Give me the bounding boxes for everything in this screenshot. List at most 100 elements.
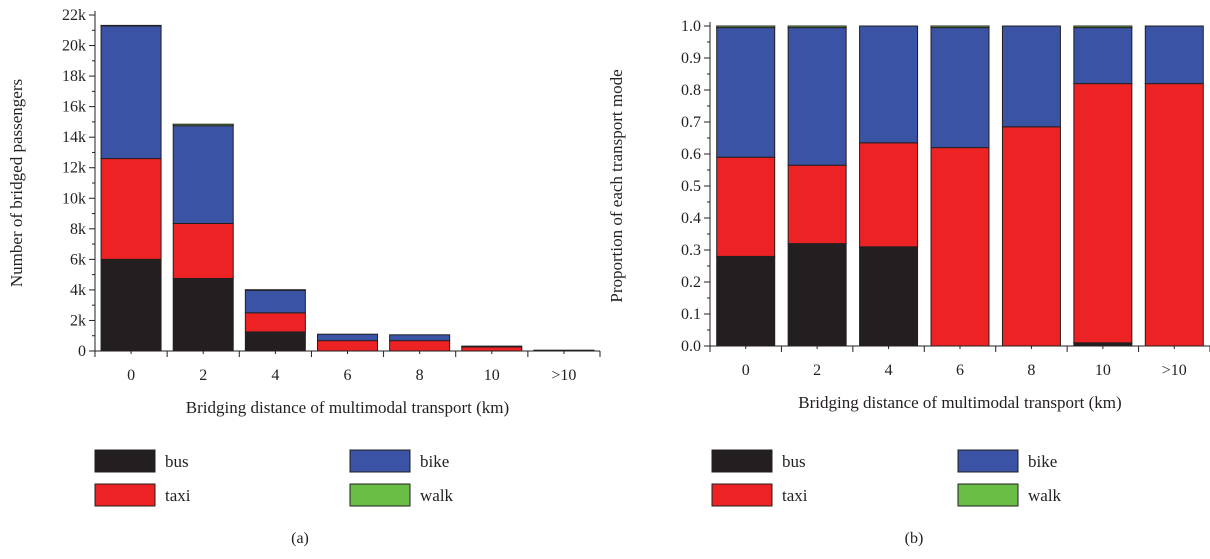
panel-a-x-tick-label: 2 (199, 367, 207, 384)
panel-b-legend-label-walk: walk (1028, 486, 1062, 505)
panel-a-bar-bike-0 (100, 25, 162, 160)
panel-b-x-tick-label: 4 (885, 362, 893, 379)
panel-b-y-tick-label: 0.6 (681, 146, 701, 163)
panel-a-legend-swatch-bus (94, 449, 156, 473)
panel-b-y-tick-label: 0.8 (681, 82, 701, 99)
panel-a-legend-swatch-taxi (94, 483, 156, 507)
panel-b-bar-bus-2 (859, 246, 919, 347)
panel-a-legend-swatch-walk (349, 483, 411, 507)
panel-b-y-tick-label: 0.1 (681, 306, 701, 323)
panel-b-legend: bus bike taxi walk (711, 449, 1062, 507)
panel-b-bar-walk-5 (1073, 25, 1133, 29)
panel-b-y-tick-label: 0.5 (681, 178, 701, 195)
panel-a-y-tick-label: 22k (62, 7, 86, 24)
panel-a-bar-taxi-0 (100, 158, 162, 260)
panel-a-x-tick-label: 4 (271, 367, 279, 384)
panel-a-legend-swatch-bike (349, 449, 411, 473)
panel-a-x-tick-label: >10 (551, 367, 576, 384)
panel-b-bar-bus-0 (716, 255, 776, 347)
panel-b-bar-bike-1 (787, 27, 847, 166)
panel-a-y-tick-label: 8k (70, 221, 86, 238)
panel-a-legend: bus bike taxi walk (94, 449, 454, 507)
panel-a-y-axis-title: Number of bridged passengers (7, 79, 26, 287)
panel-b-y-tick-label: 1.0 (681, 18, 701, 35)
panel-b-legend-swatch-bike (957, 449, 1019, 473)
panel-a-bar-bike-1 (172, 125, 234, 224)
panel-b-legend-swatch-bus (711, 449, 773, 473)
panel-b-bar-taxi-5 (1073, 83, 1133, 344)
panel-a-bar-bus-1 (172, 277, 234, 352)
panel-b-bar-taxi-3 (930, 147, 990, 347)
panel-a-x-tick-label: 10 (484, 367, 500, 384)
panel-b-bar-walk-0 (716, 25, 776, 29)
panel-a-bar-taxi-1 (172, 222, 234, 279)
panel-b-legend-label-bus: bus (782, 452, 806, 471)
panel-a-bar-bike-3 (317, 333, 378, 342)
panel-a-bar-bike-5 (461, 345, 523, 348)
panel-b-x-tick-label: 0 (742, 362, 750, 379)
panel-a-y-tick-label: 0 (78, 343, 86, 360)
panel-b-bar-bike-6 (1144, 25, 1204, 85)
panel-b-legend-swatch-taxi (711, 483, 773, 507)
panel-a-bar-walk-0 (100, 24, 162, 27)
panel-a-chart: 0 2k 4k 6k 8k 10k 12k 14k 16k 18k 20k 22k 0 2 4 6 8 10 >10… (7, 7, 601, 417)
panel-a-y-tick-label: 4k (70, 282, 86, 299)
panel-b-y-tick-label: 0.2 (681, 274, 701, 291)
panel-a-y-tick-label: 14k (62, 129, 86, 146)
panel-b-y-tick-label: 0.3 (681, 242, 701, 259)
panel-b-legend-label-taxi: taxi (782, 486, 808, 505)
panel-a-bar-bus-0 (100, 258, 162, 352)
panel-a-y-tick-label: 6k (70, 251, 86, 268)
panel-b-y-tick-label: 0.4 (681, 210, 701, 227)
panel-a-legend-label-walk: walk (420, 486, 454, 505)
panel-b-bar-bus-1 (787, 243, 847, 347)
panel-a-bar-walk-1 (172, 123, 234, 127)
panel-b-bar-taxi-2 (859, 142, 919, 248)
panel-b-bar-taxi-0 (716, 156, 776, 257)
panel-a-y-tick-label: 2k (70, 312, 86, 329)
panel-b-bar-taxi-4 (1001, 126, 1061, 347)
panel-b-label: (b) (905, 530, 924, 547)
panel-a-bar-bike-4 (389, 334, 451, 342)
panel-b-legend-label-bike: bike (1028, 452, 1057, 471)
panel-b-y-tick-label: 0.0 (681, 338, 701, 355)
panel-b-x-tick-label: 2 (813, 362, 821, 379)
panel-b-legend-swatch-walk (957, 483, 1019, 507)
panel-b-bar-bike-5 (1073, 27, 1133, 85)
panel-a-bar-taxi-3 (317, 340, 378, 352)
panel-a-legend-label-bike: bike (420, 452, 449, 471)
panel-b-x-tick-label: 6 (956, 362, 964, 379)
panel-a-legend-label-bus: bus (165, 452, 189, 471)
panel-a-bar-taxi-2 (244, 312, 306, 333)
panel-b-bar-bike-4 (1001, 25, 1061, 128)
panel-b-x-axis-title: Bridging distance of multimodal transpor… (798, 393, 1121, 412)
panel-a-bar-bus-2 (244, 331, 306, 352)
panel-b-bar-walk-1 (787, 25, 847, 29)
panel-a-x-axis-title: Bridging distance of multimodal transpor… (186, 398, 509, 417)
panel-b-chart: 0.0 0.1 0.2 0.3 0.4 0.5 0.6 0.7 0.8 0.9 1.0 0 2 4 6 8 10… (607, 18, 1210, 412)
panel-a-x-tick-label: 0 (127, 367, 135, 384)
panel-a-x-tick-label: 8 (416, 367, 424, 384)
panel-b-bar-bike-2 (859, 25, 919, 144)
panel-a-legend-label-taxi: taxi (165, 486, 191, 505)
panel-b-y-tick-label: 0.7 (681, 114, 701, 131)
panel-a-bar-taxi-5 (461, 346, 523, 352)
panel-a-bar-walk-2 (244, 289, 306, 291)
panel-b-bar-walk-3 (930, 25, 990, 29)
panel-b-bar-taxi-6 (1144, 83, 1204, 347)
panel-a-y-tick-label: 12k (62, 160, 86, 177)
panel-b-bar-taxi-1 (787, 164, 847, 245)
panel-a-y-tick-label: 20k (62, 38, 86, 55)
panel-b-x-tick-label: 8 (1027, 362, 1035, 379)
panel-b-x-tick-label: >10 (1162, 362, 1187, 379)
panel-b-y-tick-label: 0.9 (681, 50, 701, 67)
panel-a-bar-bike-2 (244, 289, 306, 314)
panel-a-y-tick-label: 16k (62, 99, 86, 116)
panel-b-bar-bike-0 (716, 27, 776, 158)
panel-b-y-axis-title: Proportion of each transport mode (607, 69, 626, 302)
panel-a-x-tick-label: 6 (344, 367, 352, 384)
panel-a-y-tick-label: 10k (62, 190, 86, 207)
panel-a-y-tick-label: 18k (62, 68, 86, 85)
